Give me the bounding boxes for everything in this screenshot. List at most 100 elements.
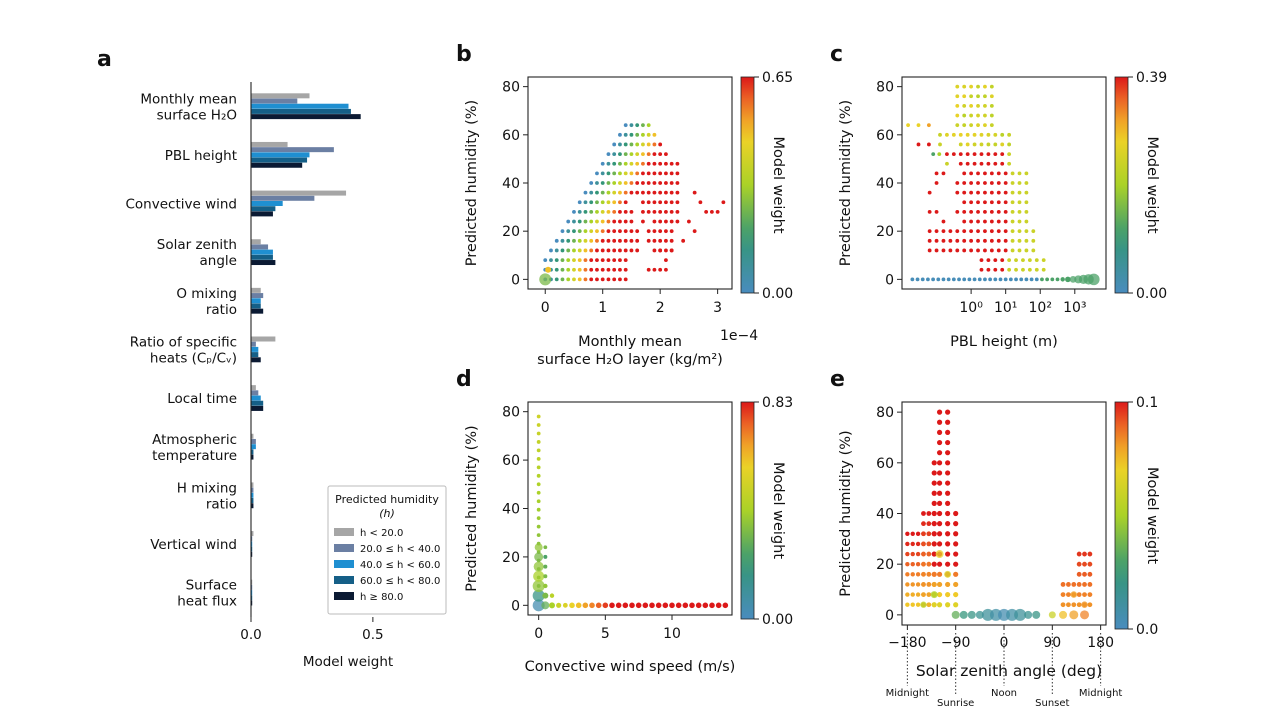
data-point [1010,171,1015,176]
category-label: heats (Cₚ/Cᵥ) [150,351,237,367]
data-point [962,181,967,185]
colorbar-label: Model weight [1144,136,1160,233]
data-point [623,238,628,243]
data-point [910,602,915,607]
data-point [927,248,932,253]
data-point [1059,610,1068,619]
data-point [664,248,668,253]
data-point [945,591,951,598]
data-point [623,248,628,253]
data-point [536,499,541,504]
data-point [976,200,980,205]
data-point [1024,238,1029,243]
bar [251,551,253,557]
x-tick-label: −180 [888,635,926,651]
data-point [675,161,680,166]
data-point [606,277,611,282]
data-point [618,267,622,272]
data-point [554,258,559,262]
data-point [646,123,651,128]
data-point [915,541,921,547]
data-point [658,219,663,224]
data-point [989,248,994,253]
data-point [652,210,657,214]
colorbar-max-label: 0.65 [762,70,793,86]
data-point [658,210,663,214]
data-point [931,500,937,506]
data-point [1010,229,1015,234]
data-point [1060,592,1066,597]
data-point [989,219,994,224]
data-point [612,248,617,253]
data-point [976,181,980,185]
data-point [543,583,548,589]
data-point [931,521,937,527]
data-point [945,152,949,156]
data-point [953,571,959,577]
bar [251,103,349,109]
data-point [549,602,555,609]
data-point [965,152,970,156]
data-point [629,210,634,214]
data-point [536,516,541,521]
data-point [1076,582,1082,587]
data-point [618,229,622,234]
data-point [692,190,697,195]
data-point [1003,200,1008,205]
data-point [926,592,932,597]
x-axis-label: Model weight [303,654,393,670]
data-point [936,490,943,496]
data-point [702,602,709,609]
colorbar [1114,401,1129,630]
data-point [629,123,634,128]
data-point [941,219,946,224]
data-point [635,229,640,234]
data-point [1087,273,1100,286]
data-point [635,248,640,253]
data-point [589,190,594,195]
bar [251,308,264,314]
data-point [1087,602,1093,608]
category-label: ratio [206,302,237,318]
bar [251,114,361,120]
data-point [906,123,910,128]
bar [251,487,254,493]
data-point [629,602,635,609]
y-tick-label: 0 [511,272,520,288]
data-point [606,190,611,195]
data-point [629,248,634,253]
bar [251,531,254,537]
data-point [646,171,651,176]
data-point [972,132,977,137]
data-point [905,602,910,607]
data-point [536,490,541,495]
data-point [936,480,943,486]
colorbar [1114,76,1129,294]
data-point [566,258,571,262]
data-point [910,531,915,536]
colorbar-label: Model weight [770,136,786,233]
data-point [926,571,932,577]
data-point [938,132,942,137]
y-axis-label: Predicted humidity (%) [838,430,854,596]
data-point [1003,248,1008,253]
data-point [969,200,974,205]
data-point [554,277,559,282]
data-point [1065,276,1071,283]
data-point [652,248,657,253]
data-point [572,219,576,224]
data-point [931,152,936,156]
data-point [921,551,926,557]
colorbar [740,76,755,294]
data-point [629,142,634,147]
bar [251,395,261,401]
data-point [976,171,980,176]
y-tick-label: 40 [502,176,520,192]
data-point [993,267,998,272]
data-point [1082,592,1087,597]
data-point [934,171,939,176]
data-point [635,171,640,176]
data-point [905,551,910,557]
data-point [543,574,548,579]
data-point [612,267,617,272]
